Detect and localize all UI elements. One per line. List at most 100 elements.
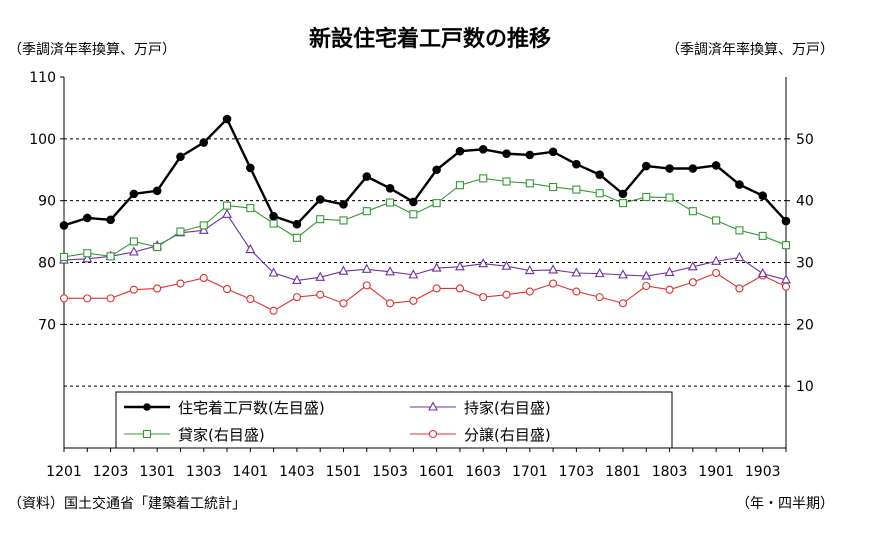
data-point: [572, 185, 581, 194]
data-point: [386, 198, 395, 207]
legend-box: [115, 391, 673, 449]
data-point: [595, 293, 604, 302]
data-point: [385, 266, 395, 276]
data-point: [524, 264, 535, 275]
data-point: [455, 146, 465, 156]
data-point: [548, 264, 559, 274]
data-point: [549, 183, 558, 192]
data-point: [176, 279, 185, 288]
data-point: [664, 266, 675, 276]
data-point: [711, 161, 721, 170]
data-point: [781, 241, 791, 250]
legend-marker: [428, 429, 438, 439]
series-line: [63, 213, 787, 281]
data-point: [595, 170, 604, 179]
data-point: [245, 243, 256, 254]
data-point: [269, 211, 278, 221]
data-point: [129, 285, 138, 294]
data-point: [595, 189, 604, 198]
data-point: [781, 216, 791, 226]
data-point: [572, 287, 581, 296]
data-point: [478, 145, 488, 154]
data-point: [129, 237, 138, 246]
x-tick-label: 1801: [605, 464, 641, 480]
data-point: [152, 186, 162, 196]
data-point: [409, 296, 418, 305]
data-point: [268, 267, 279, 277]
data-point: [455, 181, 464, 190]
data-point: [479, 174, 488, 183]
axis-layer: 70 80 90 100 110 10 20 30 40 50 1201 1203 1301 1303 14…: [29, 70, 814, 480]
data-point: [734, 251, 745, 262]
data-point: [199, 273, 208, 283]
data-point: [408, 269, 419, 279]
data-point: [502, 149, 511, 158]
data-point: [618, 269, 628, 279]
data-point: [246, 163, 255, 173]
data-point: [153, 242, 162, 252]
data-point: [362, 172, 372, 181]
data-point: [688, 164, 698, 173]
data-point: [199, 221, 208, 230]
data-point: [339, 216, 348, 225]
x-tick-label: 1401: [233, 464, 269, 480]
data-point: [362, 207, 371, 216]
right-tick-label: 40: [796, 194, 814, 210]
legend-marker: [143, 403, 151, 411]
data-point: [757, 267, 768, 278]
data-point: [641, 161, 651, 171]
data-point: [572, 159, 581, 169]
right-tick-label: 10: [796, 379, 814, 395]
data-point: [618, 299, 628, 308]
series-0: [59, 114, 791, 230]
data-point: [549, 279, 558, 288]
series-2: [59, 174, 791, 261]
data-point: [711, 255, 722, 265]
data-point: [642, 192, 651, 202]
data-point: [665, 164, 674, 173]
data-point: [455, 284, 464, 293]
grid-layer: [64, 138, 786, 387]
data-point: [758, 191, 768, 201]
legend-label: 持家(右目盛): [464, 399, 551, 417]
data-point: [106, 294, 115, 303]
data-point: [409, 197, 418, 207]
data-point: [222, 208, 232, 218]
legend-entry: 分譲(右目盛): [410, 426, 551, 444]
data-point: [222, 201, 232, 210]
data-point: [735, 180, 744, 189]
x-tick-label: 1701: [512, 464, 548, 480]
series-line: [64, 272, 787, 312]
legend-marker: [428, 401, 438, 411]
x-tick-label: 1803: [652, 464, 688, 480]
data-point: [688, 278, 697, 287]
x-tick-label: 1601: [419, 464, 455, 480]
data-point: [82, 253, 93, 263]
data-point: [316, 215, 325, 224]
right-tick-label: 20: [796, 317, 814, 333]
data-point: [361, 263, 372, 273]
x-tick-label: 1603: [465, 464, 501, 480]
data-point: [106, 252, 115, 261]
data-point: [315, 271, 326, 281]
series-3: [59, 268, 791, 315]
left-tick-label: 100: [29, 132, 56, 148]
legend-entry: 住宅着工戸数(左目盛): [124, 399, 325, 417]
source-note: （資料）国土交通省「建築着工統計」: [8, 495, 246, 512]
data-point: [758, 231, 767, 240]
data-point: [292, 293, 301, 302]
data-point: [594, 267, 605, 278]
x-tick-label: 1203: [93, 464, 129, 480]
data-point: [153, 284, 162, 293]
data-point: [735, 226, 744, 235]
data-point: [339, 299, 348, 308]
legend-label: 分譲(右目盛): [464, 426, 551, 444]
data-point: [315, 195, 325, 204]
data-point: [618, 189, 628, 199]
legend-marker: [142, 429, 152, 439]
series-line: [63, 177, 787, 258]
legend-label: 貸家(右目盛): [178, 426, 265, 444]
left-axis-unit: （季調済年率換算、万戸）: [8, 41, 176, 58]
data-point: [199, 138, 209, 147]
